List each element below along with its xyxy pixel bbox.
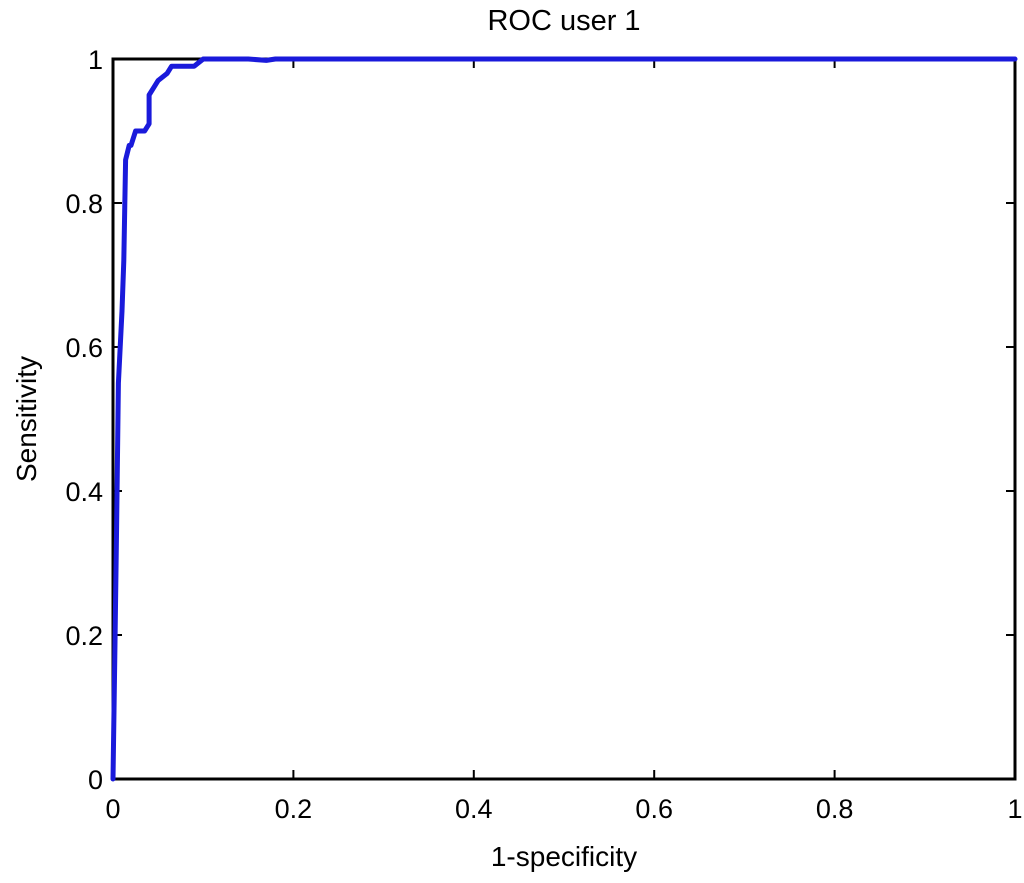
x-tick-label-5: 1 (1007, 794, 1022, 824)
y-tick-label-2: 0.4 (65, 477, 103, 507)
x-tick-label-2: 0.4 (455, 794, 493, 824)
roc-curve-line (110, 56, 1018, 782)
x-tick-label-0: 0 (105, 794, 120, 824)
chart-title: ROC user 1 (487, 5, 640, 37)
y-axis-title: Sensitivity (11, 356, 42, 482)
x-axis-title: 1-specificity (491, 841, 637, 872)
x-tick-label-3: 0.6 (635, 794, 673, 824)
y-tick-label-1: 0.2 (65, 621, 103, 651)
y-axis-tick-labels: 0 0.2 0.4 0.6 0.8 1 (65, 45, 103, 795)
y-tick-label-0: 0 (88, 765, 103, 795)
y-tick-label-3: 0.6 (65, 333, 103, 363)
x-tick-label-4: 0.8 (816, 794, 854, 824)
x-tick-label-1: 0.2 (275, 794, 313, 824)
y-tick-label-4: 0.8 (65, 189, 103, 219)
plot-area-frame (111, 57, 1017, 781)
y-tick-label-5: 1 (88, 45, 103, 75)
x-axis-tick-labels: 0 0.2 0.4 0.6 0.8 1 (105, 794, 1022, 824)
